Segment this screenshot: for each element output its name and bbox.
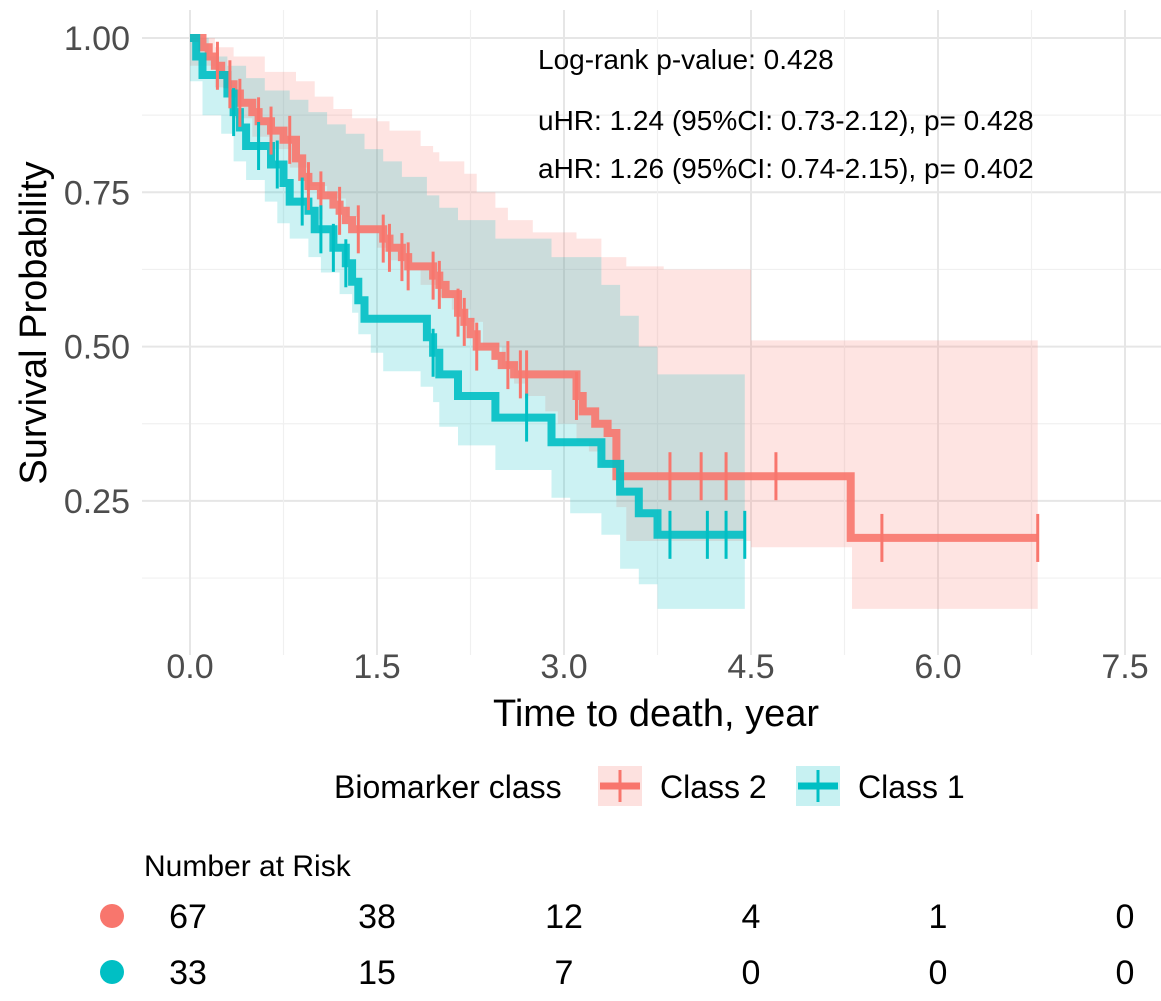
risk-table: Number at Risk 67 38 12 4 1 0 33 15 7 0 0 0 bbox=[100, 850, 1134, 992]
legend-key-class-1 bbox=[796, 766, 840, 806]
risk-count: 38 bbox=[358, 898, 396, 936]
x-tick-label: 7.5 bbox=[1101, 648, 1148, 686]
x-axis-title: Time to death, year bbox=[493, 693, 819, 735]
risk-table-title: Number at Risk bbox=[144, 850, 352, 883]
risk-row-marker bbox=[100, 904, 124, 928]
risk-count: 1 bbox=[929, 898, 948, 936]
risk-count: 7 bbox=[555, 954, 574, 992]
risk-row-marker bbox=[100, 960, 124, 984]
risk-table-rows: 67 38 12 4 1 0 33 15 7 0 0 0 bbox=[100, 898, 1134, 992]
y-axis-title: Survival Probability bbox=[13, 161, 55, 484]
annotation-uhr: uHR: 1.24 (95%CI: 0.73-2.12), p= 0.428 bbox=[538, 105, 1034, 136]
y-tick-label: 0.25 bbox=[64, 483, 130, 521]
annotation-ahr: aHR: 1.26 (95%CI: 0.74-2.15), p= 0.402 bbox=[538, 153, 1034, 184]
x-tick-label: 4.5 bbox=[727, 648, 774, 686]
x-tick-label: 6.0 bbox=[914, 648, 961, 686]
x-tick-label: 0.0 bbox=[166, 648, 213, 686]
x-axis-ticks: 0.0 1.5 3.0 4.5 6.0 7.5 bbox=[166, 648, 1148, 686]
ci-band-class-2 bbox=[190, 38, 1038, 609]
legend-key-class-2 bbox=[598, 766, 642, 806]
risk-count: 0 bbox=[1116, 898, 1135, 936]
risk-count: 12 bbox=[545, 898, 583, 936]
risk-count: 0 bbox=[742, 954, 761, 992]
censor-marks bbox=[215, 41, 1040, 562]
risk-count: 0 bbox=[1116, 954, 1135, 992]
y-axis-ticks: 0.25 0.50 0.75 1.00 bbox=[64, 20, 130, 521]
y-tick-label: 0.75 bbox=[64, 174, 130, 212]
x-tick-label: 1.5 bbox=[353, 648, 400, 686]
grid bbox=[142, 10, 1161, 655]
risk-count: 0 bbox=[929, 954, 948, 992]
legend-label-class-2: Class 2 bbox=[660, 769, 767, 805]
annotation-logrank: Log-rank p-value: 0.428 bbox=[538, 44, 834, 75]
x-tick-label: 3.0 bbox=[540, 648, 587, 686]
y-tick-label: 1.00 bbox=[64, 20, 130, 58]
legend-title: Biomarker class bbox=[334, 769, 562, 805]
risk-count: 15 bbox=[358, 954, 396, 992]
risk-count: 33 bbox=[169, 954, 207, 992]
y-tick-label: 0.50 bbox=[64, 329, 130, 367]
legend-label-class-1: Class 1 bbox=[858, 769, 965, 805]
legend: Biomarker class Class 2 Class 1 bbox=[334, 766, 965, 806]
risk-count: 4 bbox=[742, 898, 761, 936]
risk-count: 67 bbox=[169, 898, 207, 936]
